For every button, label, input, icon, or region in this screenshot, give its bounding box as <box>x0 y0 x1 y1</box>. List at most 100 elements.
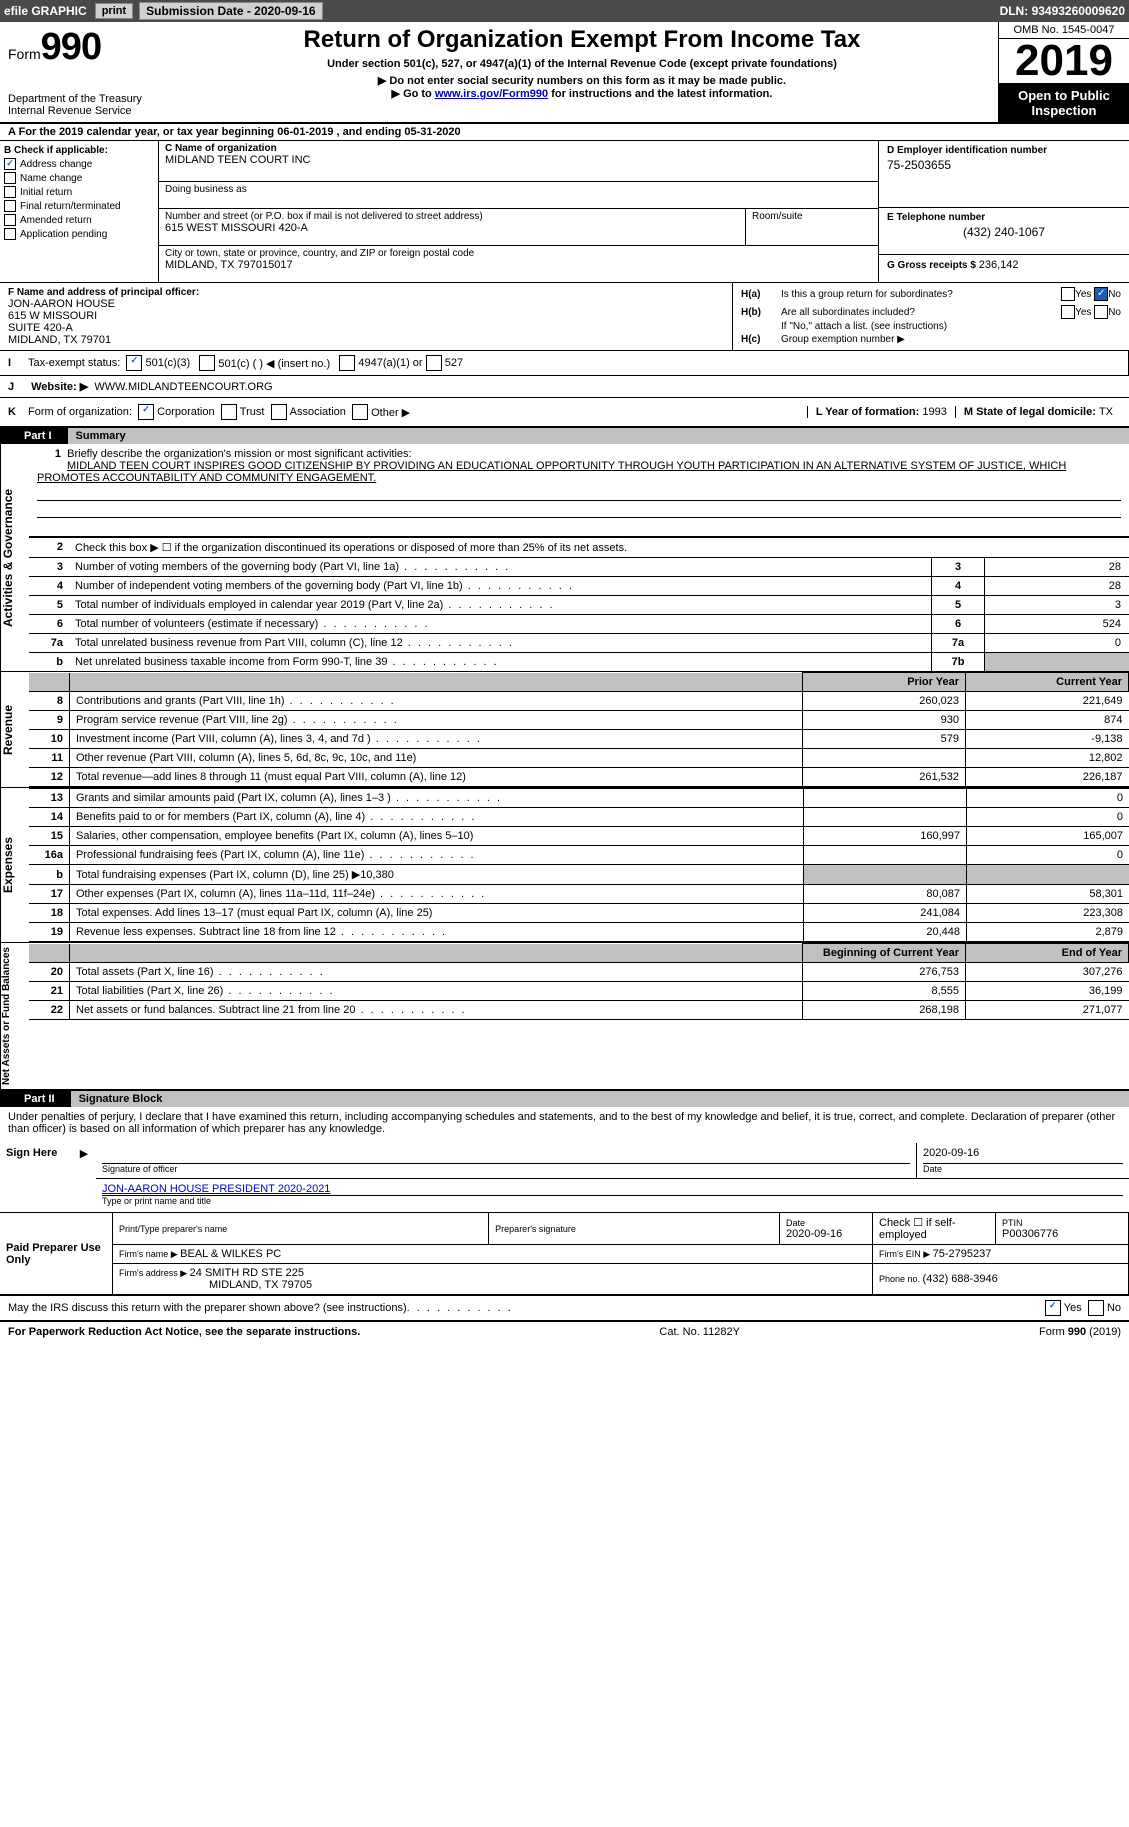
line-desc: Total fundraising expenses (Part IX, col… <box>70 865 804 885</box>
period-end: 05-31-2020 <box>404 126 460 138</box>
table-row: 12Total revenue—add lines 8 through 11 (… <box>29 768 1129 787</box>
form-number-990: 990 <box>41 26 101 68</box>
section-b-row: B Check if applicable: Address change Na… <box>0 141 1129 283</box>
label-a: A <box>8 126 16 138</box>
label-i: I <box>8 357 28 369</box>
part-ii-header: Part II Signature Block <box>0 1091 1129 1107</box>
blank-line <box>37 520 1121 530</box>
checkbox-4947[interactable] <box>339 355 355 371</box>
officer-addr2: SUITE 420-A <box>8 322 724 334</box>
curr-val: 223,308 <box>967 904 1129 923</box>
no-label: No <box>1108 307 1121 318</box>
chk-name-change[interactable]: Name change <box>4 172 154 184</box>
open-to-public: Open to Public Inspection <box>999 84 1129 122</box>
prep-date-label: Date <box>786 1218 866 1228</box>
line-desc: Total liabilities (Part X, line 26) <box>70 982 803 1001</box>
opt-trust: Trust <box>240 406 265 418</box>
curr-val: 0 <box>967 846 1129 865</box>
checkbox-icon <box>4 172 16 184</box>
table-row: 5Total number of individuals employed in… <box>29 596 1129 615</box>
line-num: 13 <box>29 789 70 808</box>
state-value: TX <box>1099 406 1113 418</box>
activities-governance-section: Activities & Governance 1 Briefly descri… <box>0 444 1129 672</box>
yes-label: Yes <box>1075 307 1091 318</box>
firm-phone-box: Phone no. (432) 688-3946 <box>873 1264 1129 1295</box>
table-row: 14Benefits paid to or for members (Part … <box>29 808 1129 827</box>
sig-officer-label: Signature of officer <box>102 1164 910 1174</box>
prior-val: 276,753 <box>803 963 966 982</box>
line-num: 2 <box>29 538 69 558</box>
curr-val: 874 <box>966 711 1129 730</box>
room-label: Room/suite <box>752 211 872 222</box>
officer-type-name[interactable]: JON-AARON HOUSE PRESIDENT 2020-2021 <box>102 1183 330 1195</box>
checkbox-501c3-checked[interactable] <box>126 355 142 371</box>
dept-irs: Internal Revenue Service <box>8 105 158 117</box>
group-return-box: H(a) Is this a group return for subordin… <box>733 283 1129 350</box>
curr-val: 165,007 <box>967 827 1129 846</box>
expenses-label: Expenses <box>0 788 29 942</box>
checkbox-trust[interactable] <box>221 404 237 420</box>
form-of-org-row: K Form of organization: Corporation Trus… <box>0 398 1129 428</box>
checkbox-527[interactable] <box>426 355 442 371</box>
checkbox-corp-checked[interactable] <box>138 404 154 420</box>
line-desc: Total assets (Part X, line 16) <box>70 963 803 982</box>
expenses-table: 13Grants and similar amounts paid (Part … <box>29 788 1129 942</box>
checkbox-yes[interactable] <box>1061 287 1075 301</box>
signature-box: Signature of officer <box>96 1143 917 1179</box>
line-ref: 5 <box>932 596 985 615</box>
chk-address-change[interactable]: Address change <box>4 158 154 170</box>
line-num: 12 <box>29 768 70 787</box>
checkbox-no[interactable] <box>1088 1300 1104 1316</box>
part-i-header: Part I Summary <box>0 428 1129 444</box>
line-ref: 7a <box>932 634 985 653</box>
curr-val: -9,138 <box>966 730 1129 749</box>
label-g: G Gross receipts $ <box>887 260 979 271</box>
form-subtitle: Under section 501(c), 527, or 4947(a)(1)… <box>166 58 998 70</box>
curr-val: 0 <box>967 789 1129 808</box>
yes-label: Yes <box>1064 1302 1082 1314</box>
line-val: 524 <box>985 615 1129 634</box>
checkbox-other[interactable] <box>352 404 368 420</box>
may-irs-row: May the IRS discuss this return with the… <box>0 1295 1129 1320</box>
print-button[interactable]: print <box>95 3 133 19</box>
checkbox-no-checked[interactable]: ✓ <box>1094 287 1108 301</box>
irs-link[interactable]: www.irs.gov/Form990 <box>435 88 548 100</box>
chk-initial-return[interactable]: Initial return <box>4 186 154 198</box>
part-ii-title: Signature Block <box>71 1091 1129 1107</box>
sign-here-table: Sign Here ▶ Signature of officer 2020-09… <box>0 1143 1129 1210</box>
firm-name-value: BEAL & WILKES PC <box>180 1248 281 1260</box>
revenue-label: Revenue <box>0 672 29 787</box>
checkbox-assoc[interactable] <box>271 404 287 420</box>
expenses-section: Expenses 13Grants and similar amounts pa… <box>0 788 1129 943</box>
prior-val: 8,555 <box>803 982 966 1001</box>
line-desc: Salaries, other compensation, employee b… <box>70 827 804 846</box>
chk-final-return[interactable]: Final return/terminated <box>4 200 154 212</box>
chk-label: Final return/terminated <box>20 201 121 212</box>
table-row: 21Total liabilities (Part X, line 26)8,5… <box>29 982 1129 1001</box>
prior-val: 930 <box>803 711 966 730</box>
checkbox-501c[interactable] <box>199 355 215 371</box>
checkbox-yes-checked[interactable] <box>1045 1300 1061 1316</box>
table-row: 20Total assets (Part X, line 16)276,7533… <box>29 963 1129 982</box>
chk-application-pending[interactable]: Application pending <box>4 228 154 240</box>
may-irs-text: May the IRS discuss this return with the… <box>8 1302 407 1314</box>
curr-val: 221,649 <box>966 692 1129 711</box>
instruction-line-2: ▶ Go to www.irs.gov/Form990 for instruct… <box>166 87 998 100</box>
checkbox-icon <box>4 228 16 240</box>
checkbox-yes[interactable] <box>1061 305 1075 319</box>
firm-addr1: 24 SMITH RD STE 225 <box>190 1267 304 1279</box>
period-begin: 06-01-2019 <box>277 126 333 138</box>
line-val: 28 <box>985 558 1129 577</box>
chk-amended[interactable]: Amended return <box>4 214 154 226</box>
checkbox-no[interactable] <box>1094 305 1108 319</box>
self-employed-box: Check ☐ if self-employed <box>873 1213 996 1245</box>
curr-val: 307,276 <box>966 963 1129 982</box>
firm-addr-box: Firm's address ▶ 24 SMITH RD STE 225 MID… <box>113 1264 873 1295</box>
blank-cell <box>29 673 70 692</box>
table-row: 19Revenue less expenses. Subtract line 1… <box>29 923 1129 942</box>
line-num: 3 <box>29 558 69 577</box>
prep-name-label: Print/Type preparer's name <box>119 1224 482 1234</box>
dba-label: Doing business as <box>165 184 872 195</box>
top-bar: efile GRAPHIC print Submission Date - 20… <box>0 0 1129 22</box>
ein-phone-column: D Employer identification number 75-2503… <box>878 141 1129 282</box>
